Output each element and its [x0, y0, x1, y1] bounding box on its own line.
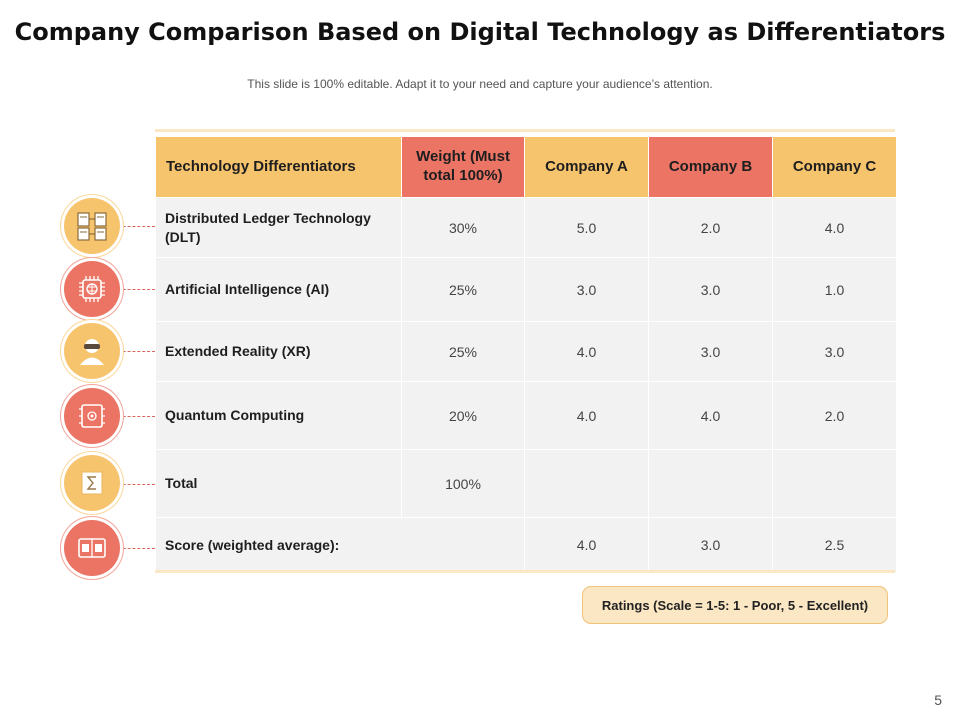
table-top-rule: [155, 129, 895, 132]
total-empty-b: [648, 449, 773, 518]
score-company-b: 3.0: [648, 517, 773, 573]
table-row: Extended Reality (XR) 25% 4.0 3.0 3.0: [155, 321, 897, 382]
row-company-c: 3.0: [772, 321, 897, 382]
row-company-a: 4.0: [524, 381, 649, 450]
page-number: 5: [934, 692, 942, 708]
row-weight: 30%: [401, 197, 525, 258]
table-bottom-rule: [155, 570, 895, 573]
row-company-b: 3.0: [648, 257, 773, 322]
comparison-table: Technology Differentiators Weight (Must …: [155, 136, 897, 573]
slide-title: Company Comparison Based on Digital Tech…: [14, 18, 946, 46]
table-row: Distributed Ledger Technology (DLT) 30% …: [155, 197, 897, 258]
row-weight: 25%: [401, 257, 525, 322]
row-company-a: 3.0: [524, 257, 649, 322]
icon-column: [62, 190, 132, 590]
row-label: Extended Reality (XR): [155, 321, 402, 382]
row-label: Quantum Computing: [155, 381, 402, 450]
row-label: Artificial Intelligence (AI): [155, 257, 402, 322]
table-row: Quantum Computing 20% 4.0 4.0 2.0: [155, 381, 897, 450]
total-row: Total 100%: [155, 449, 897, 518]
row-company-a: 4.0: [524, 321, 649, 382]
table-row: Artificial Intelligence (AI) 25% 3.0 3.0…: [155, 257, 897, 322]
score-company-c: 2.5: [772, 517, 897, 573]
row-company-a: 5.0: [524, 197, 649, 258]
header-differentiators: Technology Differentiators: [155, 136, 402, 198]
ai-chip-icon: [64, 261, 120, 317]
row-company-c: 1.0: [772, 257, 897, 322]
row-company-b: 4.0: [648, 381, 773, 450]
row-company-c: 2.0: [772, 381, 897, 450]
header-company-b: Company B: [648, 136, 773, 198]
header-company-a: Company A: [524, 136, 649, 198]
row-company-b: 2.0: [648, 197, 773, 258]
score-label: Score (weighted average):: [155, 517, 525, 573]
total-empty-a: [524, 449, 649, 518]
total-label: Total: [155, 449, 402, 518]
row-company-b: 3.0: [648, 321, 773, 382]
quantum-chip-icon: [64, 388, 120, 444]
total-empty-c: [772, 449, 897, 518]
slide-subtitle: This slide is 100% editable. Adapt it to…: [247, 77, 713, 91]
row-company-c: 4.0: [772, 197, 897, 258]
header-company-c: Company C: [772, 136, 897, 198]
score-company-a: 4.0: [524, 517, 649, 573]
scoreboard-icon: [64, 520, 120, 576]
sigma-icon: [64, 455, 120, 511]
header-weight: Weight (Must total 100%): [401, 136, 525, 198]
total-weight: 100%: [401, 449, 525, 518]
row-weight: 20%: [401, 381, 525, 450]
ledger-icon: [64, 198, 120, 254]
vr-headset-icon: [64, 323, 120, 379]
ratings-note: Ratings (Scale = 1-5: 1 - Poor, 5 - Exce…: [582, 586, 888, 624]
score-row: Score (weighted average): 4.0 3.0 2.5: [155, 517, 897, 573]
row-weight: 25%: [401, 321, 525, 382]
table-header-row: Technology Differentiators Weight (Must …: [155, 136, 897, 198]
row-label: Distributed Ledger Technology (DLT): [155, 197, 402, 258]
